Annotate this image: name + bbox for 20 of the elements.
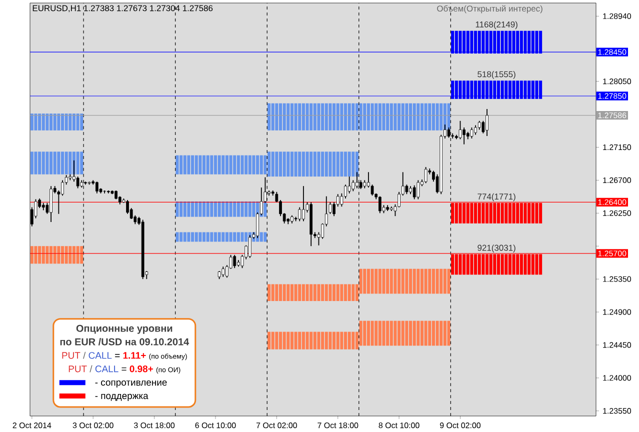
legend-label: - поддержка	[95, 394, 148, 401]
annotation: PUT	[62, 352, 80, 359]
annotation: Объем(Открытый интерес)	[437, 5, 542, 14]
annotation: CALL	[88, 352, 112, 359]
annotation: по EUR /USD на 09.10.2014	[60, 338, 190, 346]
annotation: 0.98+	[130, 366, 153, 372]
annotation: 1168(2149)	[476, 21, 518, 30]
annotation: /	[83, 352, 86, 359]
annotation: 921(3031)	[478, 244, 516, 252]
annotation: 1.11+	[123, 352, 146, 359]
annotation: /	[90, 365, 92, 372]
legend-label: - сопротивление	[95, 380, 167, 388]
chart-title: EURUSD,H1 1.27383 1.27673 1.27304 1.27586	[32, 5, 213, 12]
annotation: Опционные уровни	[76, 324, 172, 334]
annotation: CALL	[95, 366, 118, 372]
annotation: 518(1555)	[478, 71, 516, 79]
annotation: =	[115, 354, 120, 358]
annotation: =	[122, 367, 126, 371]
annotation: 774(1771)	[478, 193, 516, 202]
annotation: PUT	[68, 366, 87, 372]
